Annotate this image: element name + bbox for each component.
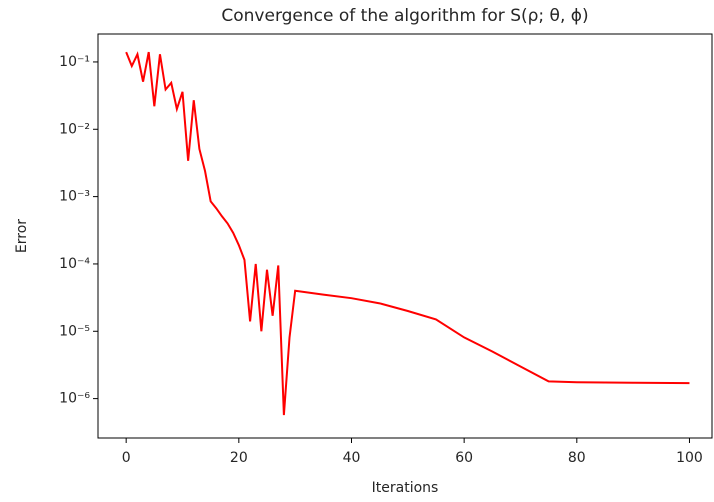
- y-axis-label: Error: [14, 219, 30, 253]
- x-tick-label: 20: [230, 450, 248, 466]
- y-tick-label: 10⁻¹: [59, 54, 90, 70]
- y-tick-label: 10⁻³: [59, 189, 90, 205]
- x-tick-label: 100: [676, 450, 703, 466]
- x-tick-label: 80: [568, 450, 586, 466]
- y-tick-label: 10⁻²: [59, 121, 90, 137]
- x-tick-label: 0: [122, 450, 131, 466]
- chart-title: Convergence of the algorithm for S(ρ; θ,…: [221, 6, 588, 26]
- x-tick-label: 40: [343, 450, 361, 466]
- plot-frame: [97, 33, 713, 439]
- y-tick-label: 10⁻⁶: [59, 391, 90, 407]
- data-line: [125, 51, 690, 416]
- y-tick-label: 10⁻⁵: [59, 323, 90, 339]
- x-tick-label: 60: [455, 450, 473, 466]
- x-axis-label: Iterations: [372, 480, 439, 496]
- y-tick-label: 10⁻⁴: [59, 256, 90, 272]
